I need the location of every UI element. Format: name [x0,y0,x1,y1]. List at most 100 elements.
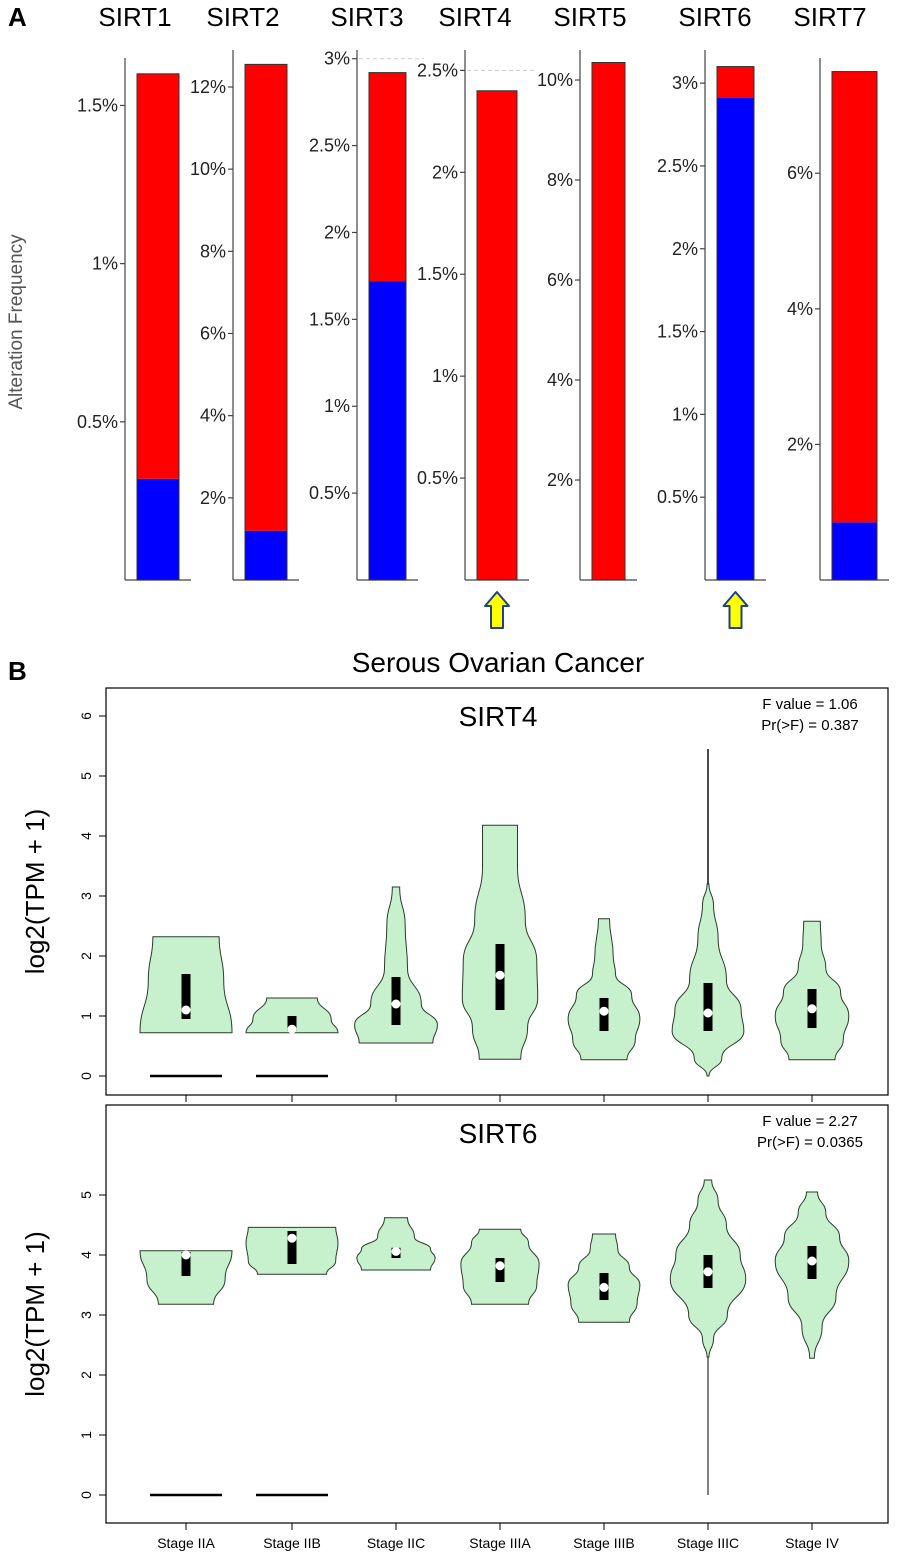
y-tick-label: 1 [78,1012,94,1020]
highlight-arrow-sirt4 [484,591,510,629]
y-tick-label: 1% [672,404,698,424]
p-value-annotation: Pr(>F) = 0.387 [761,717,859,734]
bar-amplification-sirt3 [369,72,406,282]
y-tick-label: 2.5% [417,60,458,80]
y-tick-label: 1% [324,396,350,416]
violin-median-point [391,999,401,1009]
violin-body [139,1250,233,1305]
violin-panel-sirt6: SIRT6 F value = 2.27 Pr(>F) = 0.0365 log2(T… [20,1104,889,1551]
gene-title-sirt2: SIRT2 [206,2,279,32]
y-tick-label: 2.5% [309,136,350,156]
violin-body [354,886,438,1044]
violin-median-point [807,1256,817,1266]
y-tick-label: 1% [432,366,458,386]
plot-title: SIRT4 [459,701,538,732]
violin-median-point [599,1282,609,1292]
y-tick-label: 2% [787,434,813,454]
y-tick-label: 6 [78,712,94,720]
panel-a-bar-charts: SIRT1 0.5% 1% 1.5% SIRT2 2% 4% 6% 8% 10% 12% SIRT3 0… [77,2,889,629]
y-tick-label: 0.5% [657,487,698,507]
y-tick-label: 4% [200,406,226,426]
violin-median-point [703,1267,713,1277]
violin-body [461,824,539,1060]
violin-body [356,1217,436,1271]
gene-title-sirt5: SIRT5 [553,2,626,32]
bar-deletion-sirt2 [245,530,287,580]
y-tick-label: 4 [78,1251,94,1259]
y-tick-label: 3 [78,1311,94,1319]
violin-stage-iiib [567,1233,641,1323]
violin-median-point [495,970,505,980]
violin-stage-iia [139,1250,233,1497]
y-tick-label: 2% [432,162,458,182]
bar-outline-sirt7 [831,71,878,581]
bar-outline-sirt6 [716,66,755,581]
bar-deletion-sirt1 [137,478,179,580]
y-tick-label: 2% [672,239,698,259]
violin-stage-iiib [567,918,641,1061]
bar-outline-sirt3 [368,72,407,581]
violin-iqr-box [287,1231,297,1264]
violin-median-point [181,1005,191,1015]
violin-stage-iiic [671,749,745,1077]
x-tick-label: Stage IIIC [677,1535,739,1551]
violin-iqr-box [287,1016,297,1031]
y-tick-label: 8% [547,170,573,190]
y-tick-label: 3% [672,73,698,93]
y-tick-label: 5 [78,1191,94,1199]
f-value-annotation: F value = 1.06 [762,696,857,713]
violin-stage-iib [245,997,339,1078]
y-tick-label: 1% [92,254,118,274]
violin-median-point [495,1261,505,1271]
bar-amplification-sirt7 [832,71,877,523]
gene-title-sirt6: SIRT6 [678,2,751,32]
bar-deletion-sirt7 [832,522,877,580]
violin-stage-iia [139,936,233,1078]
x-tick-label: Stage IIIB [573,1535,634,1551]
bar-deletion-sirt6 [717,98,754,580]
violin-median-point [703,1008,713,1018]
bar-deletion-sirt3 [369,281,406,580]
y-axis-label: log2(TPM + 1) [20,809,50,974]
bar-outline-sirt4 [476,90,518,581]
x-tick-label: Stage IIB [263,1535,321,1551]
violin-median-point [181,1250,191,1260]
y-tick-label: 4% [547,370,573,390]
violin-median-point [391,1246,401,1256]
gene-title-sirt1: SIRT1 [98,2,171,32]
y-tick-label: 2% [547,470,573,490]
y-tick-label: 2 [78,952,94,960]
plot-frame [105,1104,889,1524]
gene-title-sirt3: SIRT3 [330,2,403,32]
y-tick-label: 6% [200,323,226,343]
violin-iqr-box [181,1252,191,1276]
bar-amplification-sirt1 [137,73,179,479]
violin-median-point [807,1004,817,1014]
x-tick-label: Stage IIA [157,1535,215,1551]
plot-title: SIRT6 [459,1118,538,1149]
violin-iqr-box [181,974,191,1019]
violin-stage-iv [774,920,850,1061]
y-tick-label: 0.5% [309,483,350,503]
panel-b-violin-charts: SIRT4 F value = 1.06 Pr(>F) = 0.387 log2(TP… [20,687,889,1551]
y-tick-label: 1.5% [77,95,118,115]
y-tick-label: 6% [787,163,813,183]
y-tick-label: 1 [78,1431,94,1439]
bar-outline-sirt1 [136,73,180,581]
violin-stage-iic [356,1217,436,1271]
f-value-annotation: F value = 2.27 [762,1113,857,1130]
violin-median-point [599,1006,609,1016]
y-tick-label: 0 [78,1072,94,1080]
y-axis-label: log2(TPM + 1) [20,1231,50,1396]
violin-body [245,997,339,1034]
violin-stage-iv [774,1191,850,1359]
violin-body [567,918,641,1061]
violin-stage-iiia [460,1228,540,1305]
bar-amplification-sirt4 [477,90,517,581]
bar-amplification-sirt5 [592,62,625,580]
plot-frame [105,687,889,1096]
y-tick-label: 8% [200,241,226,261]
y-tick-label: 2% [324,222,350,242]
violin-body [671,883,745,1077]
